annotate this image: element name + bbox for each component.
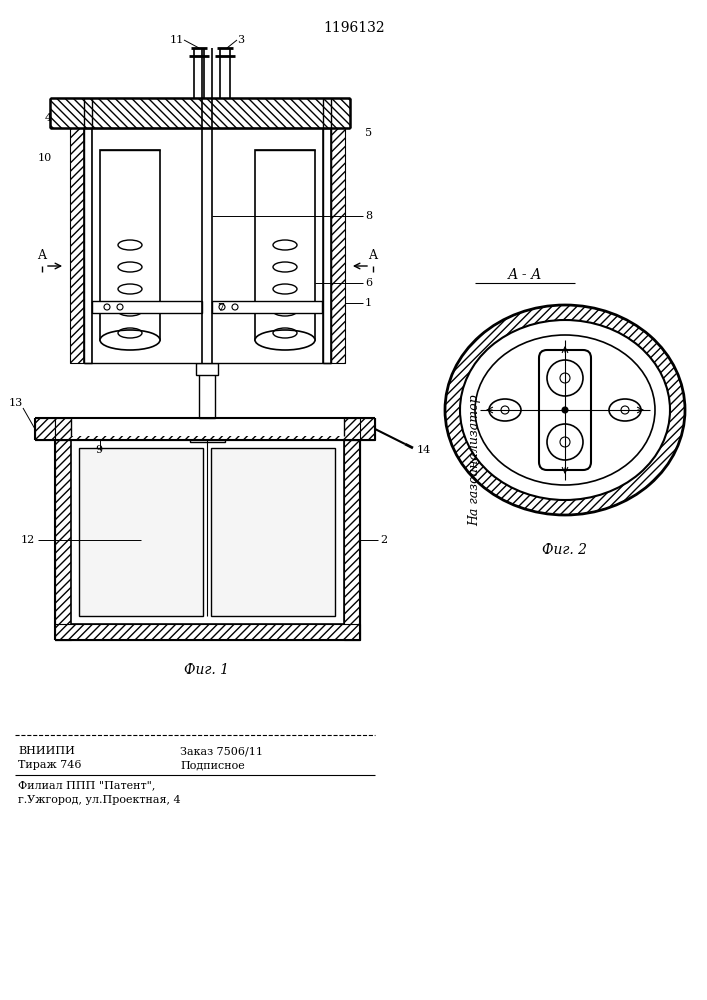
Bar [331,128,345,363]
Bar [199,363,215,418]
Text: 7: 7 [217,303,224,313]
Text: 5: 5 [365,128,372,138]
Bar [323,128,331,363]
Bar [70,128,84,363]
Text: г.Ужгород, ул.Проектная, 4: г.Ужгород, ул.Проектная, 4 [18,795,180,805]
Text: 2: 2 [380,535,387,545]
Circle shape [219,304,225,310]
Circle shape [117,304,123,310]
Bar [344,440,360,640]
Bar [55,440,71,640]
Text: Филиал ППП "Патент",: Филиал ППП "Патент", [18,780,156,790]
Text: 1: 1 [365,298,372,308]
Bar [211,448,335,616]
Text: На газоанализатор: На газоанализатор [469,394,481,526]
Bar [55,418,360,440]
Bar [84,128,92,363]
Circle shape [232,304,238,310]
Text: 6: 6 [365,278,372,288]
Text: Фиг. 2: Фиг. 2 [542,543,588,557]
Bar [355,418,375,440]
Ellipse shape [100,330,160,350]
Ellipse shape [609,399,641,421]
Text: Заказ 7506/11: Заказ 7506/11 [180,746,263,756]
Text: 11: 11 [170,35,184,45]
Text: 12: 12 [21,535,35,545]
Text: 9: 9 [95,445,102,455]
Bar [71,440,344,624]
Bar [79,448,203,616]
Bar [100,150,160,340]
Ellipse shape [475,335,655,485]
FancyBboxPatch shape [539,350,591,470]
Text: A: A [368,249,378,262]
Bar [92,301,202,313]
Text: 3: 3 [237,35,244,45]
Text: Фиг. 1: Фиг. 1 [185,663,230,677]
Text: 13: 13 [8,398,23,408]
Text: 14: 14 [417,445,431,455]
Ellipse shape [445,305,685,515]
Bar [50,98,350,128]
Text: 1196132: 1196132 [323,21,385,35]
Text: Подписное: Подписное [180,760,245,770]
Bar [196,363,218,375]
Circle shape [104,304,110,310]
Bar [92,128,323,363]
Ellipse shape [460,320,670,500]
Bar [35,418,55,440]
Circle shape [562,407,568,413]
Bar [55,624,360,640]
Ellipse shape [489,399,521,421]
Circle shape [547,360,583,396]
Bar [71,418,344,436]
Circle shape [547,424,583,460]
Text: A: A [37,249,47,262]
Text: Тираж 746: Тираж 746 [18,760,81,770]
Bar [190,434,225,442]
Text: 4: 4 [45,113,52,123]
Bar [255,150,315,340]
Text: 10: 10 [37,153,52,163]
Bar [212,301,322,313]
Text: А - А: А - А [508,268,542,282]
Text: 8: 8 [365,211,372,221]
Ellipse shape [255,330,315,350]
Text: ВНИИПИ: ВНИИПИ [18,746,75,756]
